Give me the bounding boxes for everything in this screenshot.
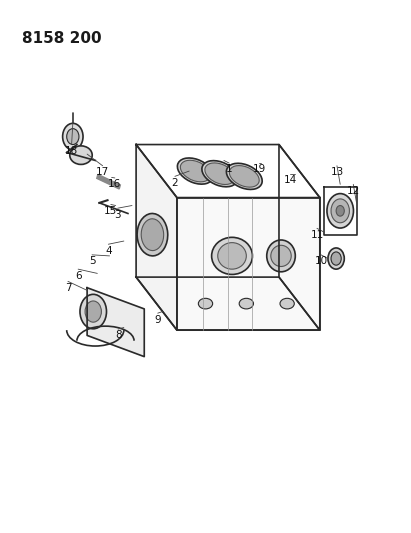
Ellipse shape [178, 158, 213, 184]
Ellipse shape [271, 245, 291, 266]
Ellipse shape [85, 301, 102, 322]
Ellipse shape [80, 294, 106, 329]
Ellipse shape [331, 252, 341, 265]
Ellipse shape [267, 240, 296, 272]
Polygon shape [136, 144, 177, 330]
Text: 4: 4 [105, 246, 112, 256]
Text: 8158 200: 8158 200 [22, 30, 102, 45]
Ellipse shape [327, 193, 353, 228]
Ellipse shape [70, 146, 92, 165]
Text: 10: 10 [314, 256, 328, 266]
Ellipse shape [180, 160, 210, 182]
Ellipse shape [67, 128, 79, 144]
Ellipse shape [229, 166, 259, 187]
Ellipse shape [331, 199, 349, 223]
Polygon shape [177, 198, 320, 330]
Ellipse shape [280, 298, 294, 309]
Ellipse shape [328, 248, 344, 269]
Ellipse shape [141, 219, 164, 251]
Ellipse shape [62, 123, 83, 150]
Text: 11: 11 [310, 230, 323, 240]
Text: 19: 19 [253, 165, 266, 174]
Ellipse shape [239, 298, 254, 309]
Text: 13: 13 [330, 167, 344, 177]
Ellipse shape [137, 214, 168, 256]
Ellipse shape [199, 298, 212, 309]
Polygon shape [87, 288, 144, 357]
FancyArrow shape [97, 174, 120, 189]
Text: 12: 12 [346, 185, 360, 196]
Ellipse shape [212, 237, 252, 274]
Text: 2: 2 [171, 177, 178, 188]
Text: 5: 5 [89, 256, 95, 266]
Text: 9: 9 [155, 314, 161, 325]
Text: 3: 3 [114, 209, 121, 220]
Text: 15: 15 [104, 206, 118, 216]
Text: 1: 1 [226, 165, 233, 174]
Text: 6: 6 [75, 271, 81, 280]
Text: 7: 7 [65, 282, 71, 293]
Text: 14: 14 [284, 175, 297, 185]
Ellipse shape [202, 160, 238, 187]
Text: 18: 18 [65, 146, 78, 156]
Ellipse shape [218, 243, 246, 269]
Text: 16: 16 [108, 179, 122, 189]
Text: 17: 17 [96, 167, 109, 177]
Ellipse shape [226, 163, 262, 189]
Ellipse shape [205, 163, 235, 184]
Text: 8: 8 [115, 330, 122, 341]
Ellipse shape [336, 206, 344, 216]
